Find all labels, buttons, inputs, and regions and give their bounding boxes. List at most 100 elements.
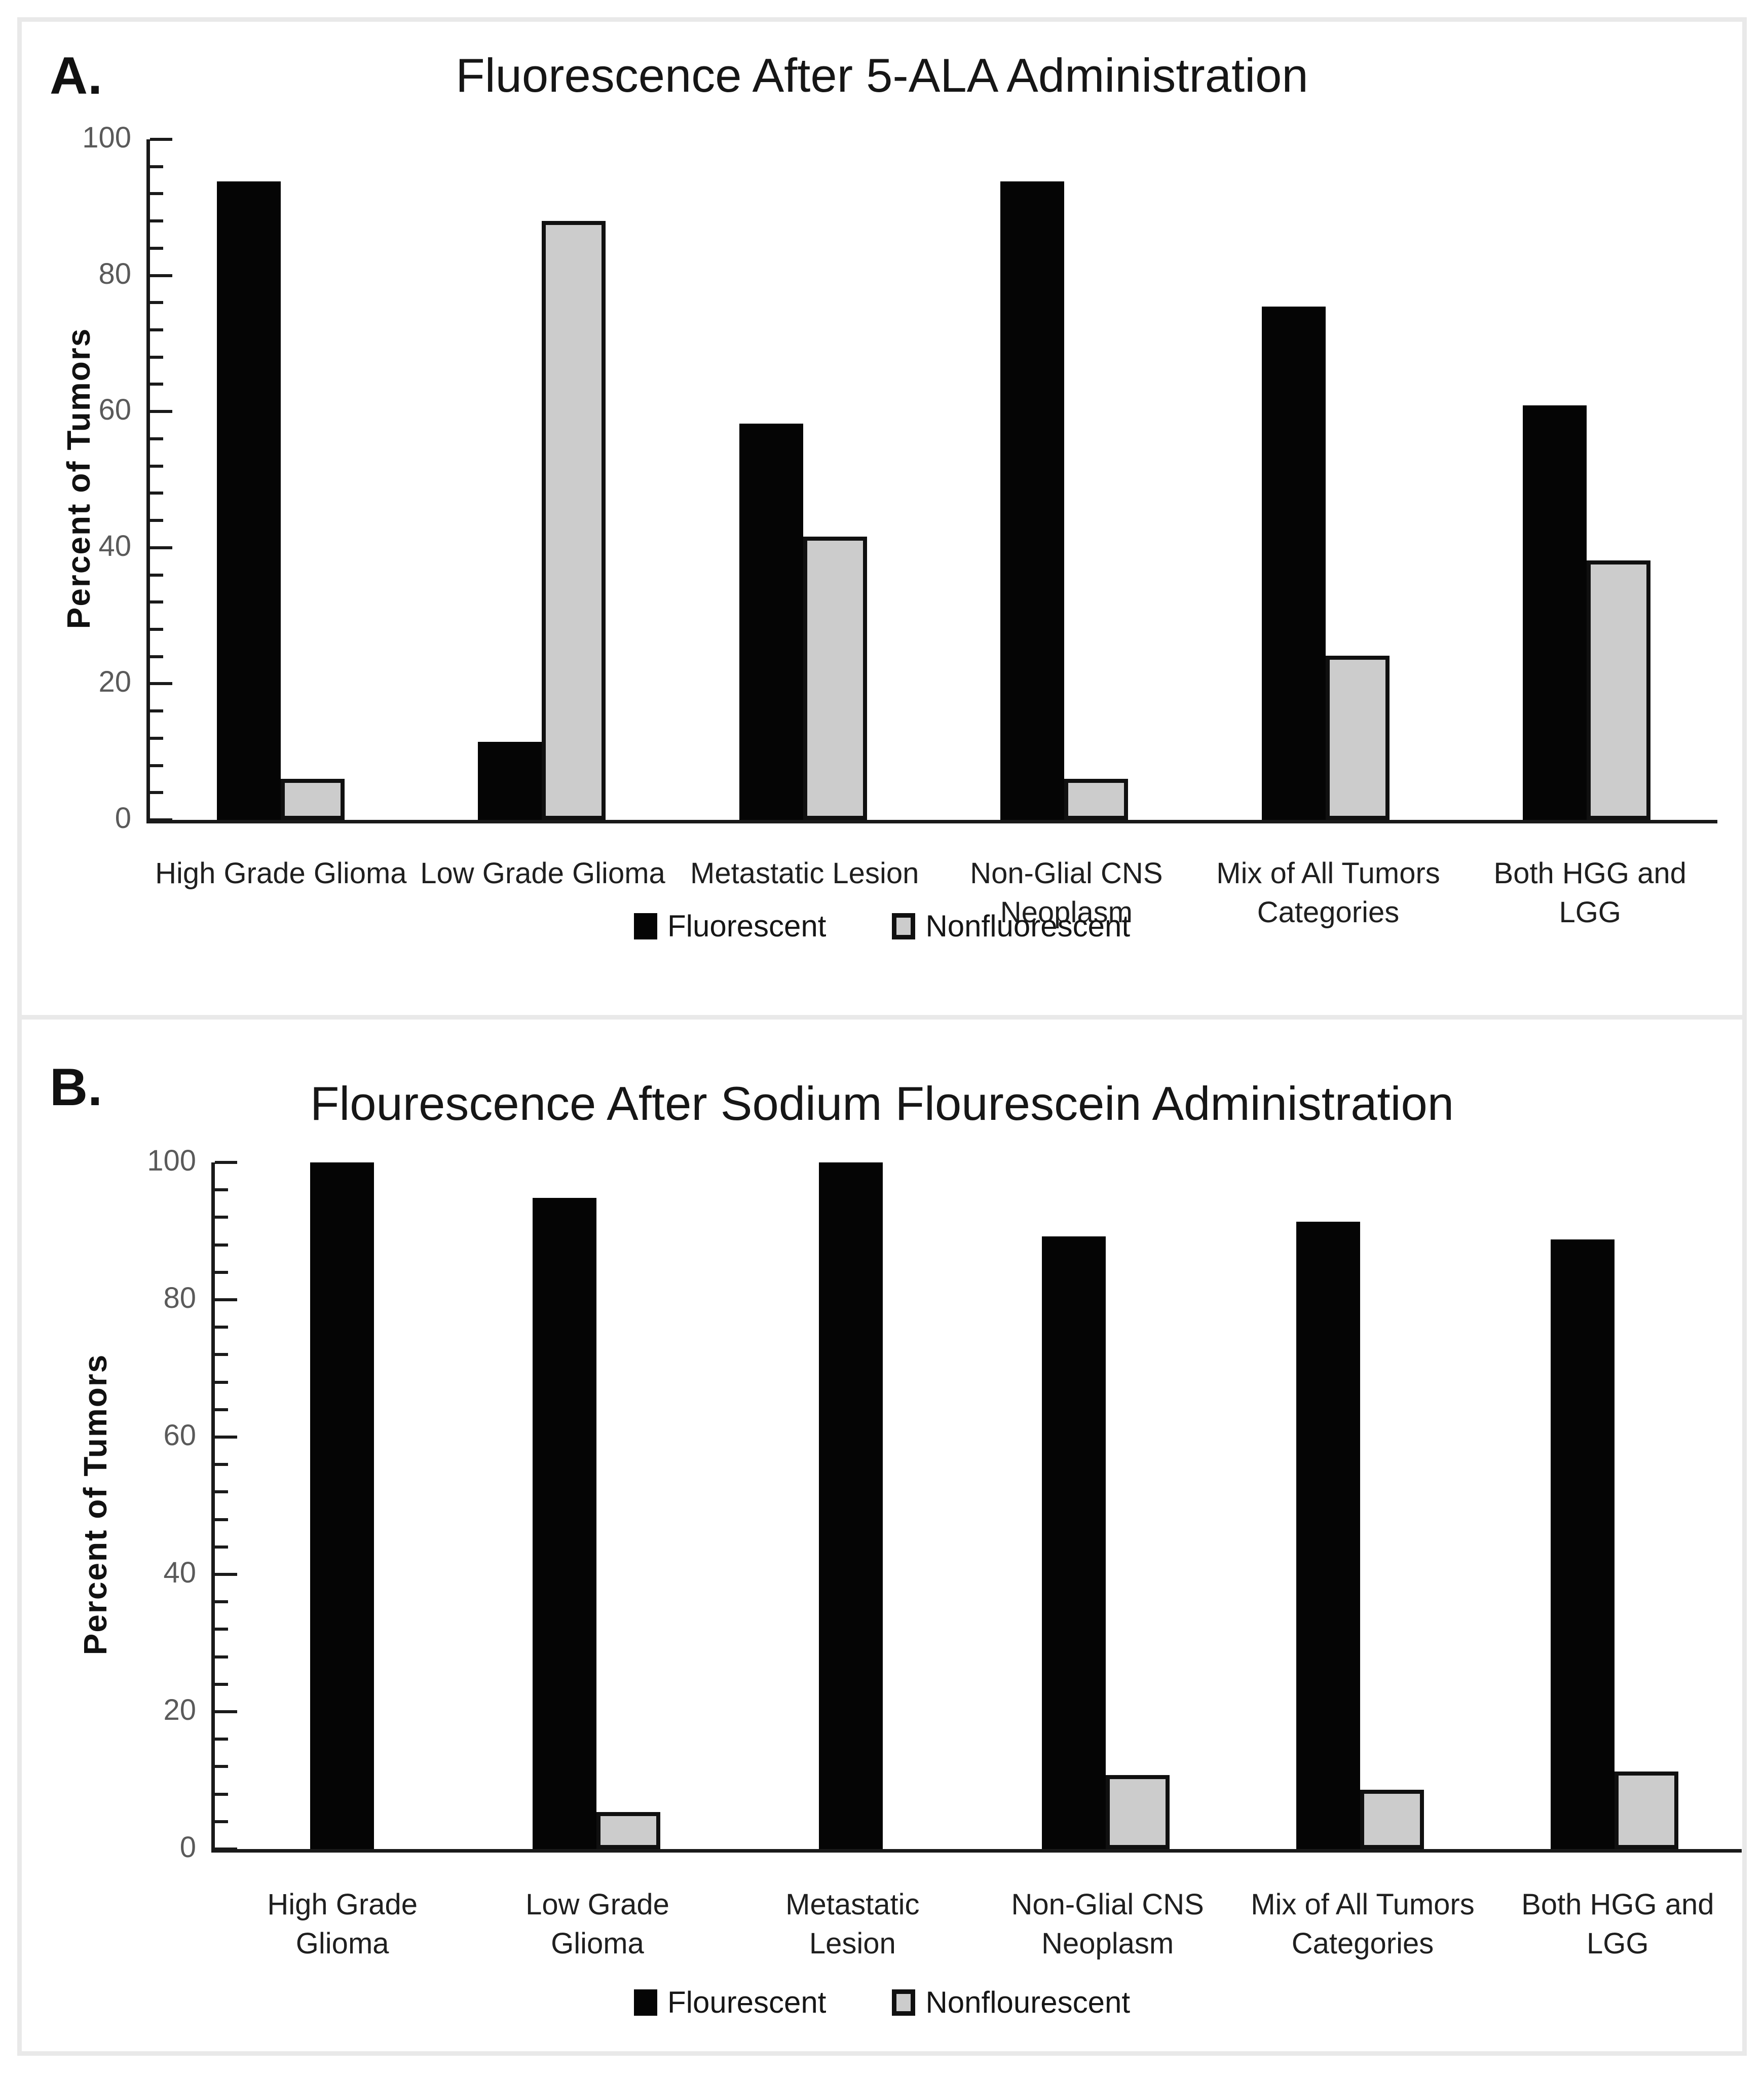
panel-b-category-label-2: Metastatic Lesion <box>785 1888 920 1960</box>
panel-b-minor-tick-52 <box>215 1490 228 1494</box>
panel-b-category-label-5: Both HGG and LGG <box>1521 1888 1714 1960</box>
panel-a-category-label-0: High Grade Glioma <box>155 857 407 890</box>
panel-a-x-axis <box>146 820 1717 823</box>
panel-b-tick-label-80: 80 <box>163 1282 196 1314</box>
panel-a-tick-label-0: 0 <box>115 802 131 835</box>
panel-a-minor-tick-16 <box>150 709 163 713</box>
panel-b-minor-tick-24 <box>215 1682 228 1686</box>
panel-a-bar-nonfluorescent-1 <box>542 221 606 820</box>
panel-b-tick-label-100: 100 <box>147 1144 196 1177</box>
panel-a-minor-tick-24 <box>150 655 163 658</box>
panel-b-bar-flourescent-5 <box>1550 1239 1615 1849</box>
panel-b-bar-nonflourescent-1 <box>596 1812 661 1849</box>
figure-frame: A. Fluorescence After 5-ALA Administratio… <box>17 17 1747 2056</box>
panel-a-category-label-3: Non-Glial CNS Neoplasm <box>970 857 1163 929</box>
panel-b-group-0 <box>215 1162 469 1849</box>
panel-b-category-labels: High Grade Glioma Low Grade Glioma Metasta… <box>215 1886 1745 1963</box>
panel-b-tick-label-60: 60 <box>163 1419 196 1452</box>
panel-a-plot-area: 0 20 40 60 80 100 <box>82 121 1717 835</box>
panel-b-group-1 <box>469 1162 724 1849</box>
panel-b-bar-nonflourescent-5 <box>1614 1771 1678 1849</box>
panel-a-minor-tick-76 <box>150 301 163 305</box>
panel-b-minor-tick-12 <box>215 1765 228 1768</box>
panel-a-bar-nonfluorescent-3 <box>1064 779 1129 820</box>
panel-b-minor-tick-72 <box>215 1353 228 1356</box>
panel-divider <box>22 1015 1742 1020</box>
panel-b-bar-flourescent-0 <box>310 1162 374 1849</box>
panel-a-minor-tick-64 <box>150 383 163 386</box>
panel-a-minor-tick-4 <box>150 791 163 795</box>
panel-a-minor-tick-8 <box>150 764 163 767</box>
panel-b-category-label-4: Mix of All Tumors Categories <box>1251 1888 1475 1960</box>
panel-b-y-axis <box>211 1162 215 1849</box>
panel-b-legend: Flourescent Nonflourescent <box>22 1985 1742 2020</box>
panel-b-category-label-1: Low Grade Glioma <box>526 1888 669 1960</box>
panel-a-bar-fluorescent-3 <box>1000 181 1065 820</box>
panel-a-category-label-1: Low Grade Glioma <box>420 857 665 890</box>
panel-b-legend-label-0: Flourescent <box>667 1985 827 2019</box>
panel-a-minor-tick-48 <box>150 492 163 495</box>
panel-a-minor-tick-52 <box>150 464 163 468</box>
panel-b-group-3 <box>979 1162 1233 1849</box>
panel-a-legend-label-0: Fluorescent <box>667 909 827 943</box>
panel-a-letter: A. <box>50 47 102 105</box>
panel-a-minor-tick-68 <box>150 355 163 359</box>
panel-a-tick-label-60: 60 <box>98 393 131 427</box>
panel-a-bar-nonfluorescent-4 <box>1325 656 1390 820</box>
panel-a-minor-tick-32 <box>150 600 163 604</box>
panel-a-major-tick-60 <box>150 410 172 413</box>
panel-a-bar-groups <box>150 139 1717 820</box>
panel-b-minor-tick-4 <box>215 1820 228 1823</box>
panel-b-minor-tick-92 <box>215 1216 228 1219</box>
panel-a-bar-fluorescent-0 <box>216 181 281 820</box>
panel-b-legend-item-flourescent: Flourescent <box>633 1985 827 2020</box>
panel-b-bar-flourescent-1 <box>533 1198 597 1849</box>
panel-a-category-label-2: Metastatic Lesion <box>690 857 919 890</box>
panel-a-category-label-4: Mix of All Tumors Categories <box>1216 857 1440 929</box>
panel-a-tick-label-40: 40 <box>98 529 131 562</box>
panel-a-minor-tick-36 <box>150 573 163 577</box>
panel-b-bar-flourescent-4 <box>1296 1221 1360 1849</box>
panel-a-tick-label-100: 100 <box>82 121 131 154</box>
panel-a-minor-tick-56 <box>150 437 163 440</box>
panel-b-major-tick-40 <box>215 1573 237 1576</box>
panel-a-group-5 <box>1456 139 1718 820</box>
nonfluorescent-legend-swatch-icon <box>892 913 916 939</box>
panel-b-major-tick-20 <box>215 1710 237 1713</box>
panel-a-minor-tick-28 <box>150 627 163 631</box>
panel-b-group-5 <box>1487 1162 1742 1849</box>
panel-a-minor-tick-72 <box>150 328 163 332</box>
panel-b-tick-label-0: 0 <box>179 1831 196 1864</box>
panel-a-chart-title: Fluorescence After 5-ALA Administration <box>456 49 1308 102</box>
panel-a: A. Fluorescence After 5-ALA Administratio… <box>22 22 1742 1015</box>
panel-b: B. Flourescence After Sodium Flourescein … <box>22 1020 1742 2056</box>
panel-b-group-4 <box>1233 1162 1487 1849</box>
panel-b-minor-tick-68 <box>215 1380 228 1384</box>
panel-a-bar-fluorescent-2 <box>739 424 803 820</box>
panel-a-group-4 <box>1195 139 1456 820</box>
panel-b-minor-tick-16 <box>215 1738 228 1741</box>
panel-b-minor-tick-88 <box>215 1243 228 1247</box>
panel-b-bar-nonflourescent-4 <box>1360 1790 1424 1849</box>
panel-a-bar-nonfluorescent-2 <box>803 537 867 820</box>
panel-a-category-labels: High Grade Glioma Low Grade Glioma Metasta… <box>150 854 1721 932</box>
panel-b-bar-nonflourescent-3 <box>1105 1775 1170 1849</box>
panel-b-tick-label-20: 20 <box>163 1693 196 1726</box>
panel-a-minor-tick-44 <box>150 519 163 522</box>
panel-b-chart-title: Flourescence After Sodium Flourescein Ad… <box>310 1077 1454 1130</box>
panel-b-category-label-0: High Grade Glioma <box>267 1888 418 1960</box>
panel-a-y-axis-title: Percent of Tumors <box>60 327 97 629</box>
panel-b-letter: B. <box>50 1058 102 1117</box>
nonflourescent-legend-swatch-icon <box>892 1989 916 2016</box>
panel-a-bar-nonfluorescent-0 <box>280 779 345 820</box>
panel-a-group-2 <box>672 139 934 820</box>
panel-a-tick-label-80: 80 <box>98 257 131 290</box>
panel-a-major-tick-20 <box>150 682 172 686</box>
panel-b-minor-tick-96 <box>215 1188 228 1192</box>
panel-b-bar-groups <box>215 1162 1742 1849</box>
panel-a-minor-tick-88 <box>150 219 163 223</box>
panel-b-major-tick-0 <box>215 1848 237 1851</box>
panel-a-bar-fluorescent-5 <box>1523 405 1587 820</box>
panel-b-minor-tick-8 <box>215 1792 228 1796</box>
fluorescent-legend-swatch-icon <box>633 913 657 939</box>
